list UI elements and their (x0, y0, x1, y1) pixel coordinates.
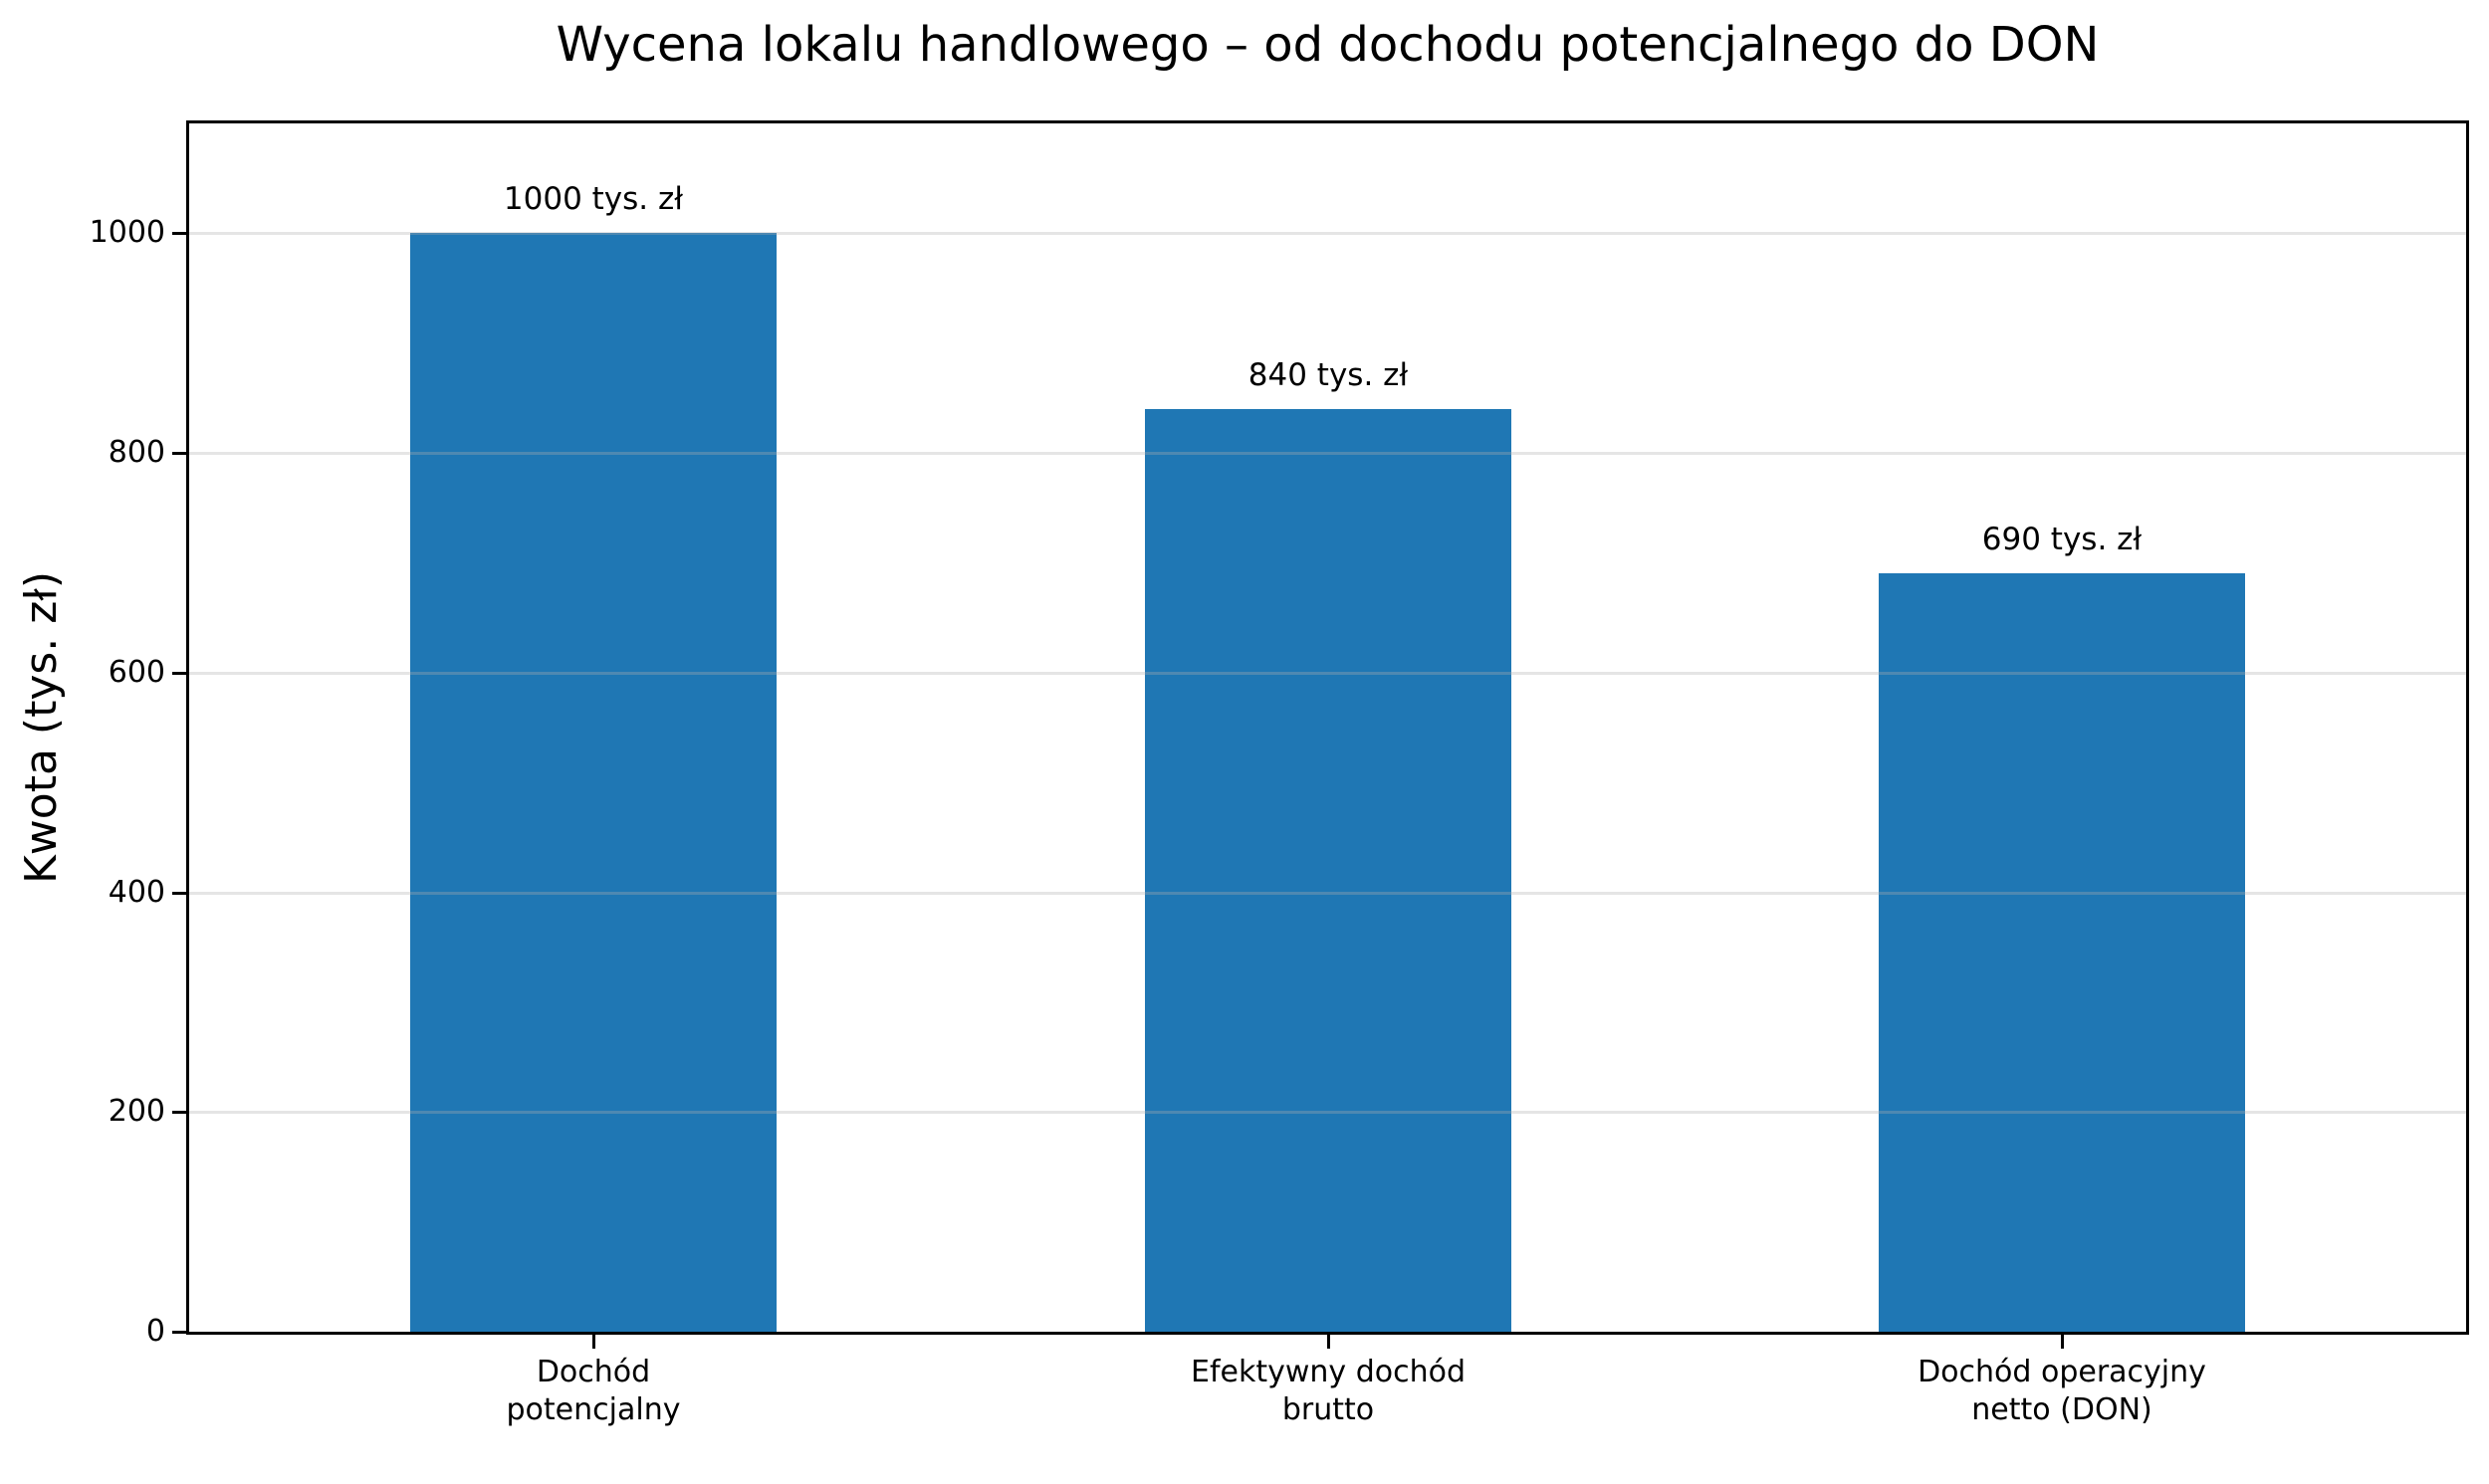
y-axis-label: Kwota (tys. zł) (16, 570, 67, 885)
gridline (189, 452, 2466, 455)
x-tick-mark (592, 1335, 595, 1349)
y-tick-mark (172, 1111, 186, 1114)
y-tick-label: 1000 (89, 215, 165, 250)
gridline (189, 892, 2466, 895)
y-tick-mark (172, 672, 186, 675)
chart-title: Wycena lokalu handlowego – od dochodu po… (556, 17, 2100, 73)
gridline (189, 1111, 2466, 1114)
y-tick-mark (172, 452, 186, 455)
bar (410, 233, 777, 1332)
y-tick-mark (172, 892, 186, 895)
gridline (189, 672, 2466, 675)
y-tick-mark (172, 232, 186, 235)
y-tick-label: 600 (108, 655, 165, 690)
x-tick-label: Dochód operacyjny netto (DON) (1918, 1355, 2206, 1427)
y-tick-label: 200 (108, 1094, 165, 1129)
x-tick-label: Dochód potencjalny (506, 1355, 681, 1427)
x-tick-label: Efektywny dochód brutto (1190, 1355, 1466, 1427)
y-tick-mark (172, 1331, 186, 1334)
gridline (189, 232, 2466, 235)
x-tick-mark (1327, 1335, 1330, 1349)
y-tick-label: 400 (108, 875, 165, 910)
bar (1145, 409, 1511, 1332)
bar-value-label: 1000 tys. zł (503, 181, 684, 217)
bar (1879, 573, 2245, 1332)
bar-value-label: 690 tys. zł (1981, 522, 2143, 557)
y-tick-label: 0 (145, 1314, 165, 1349)
y-tick-label: 800 (108, 435, 165, 470)
x-tick-mark (2061, 1335, 2064, 1349)
bar-value-label: 840 tys. zł (1247, 357, 1409, 393)
